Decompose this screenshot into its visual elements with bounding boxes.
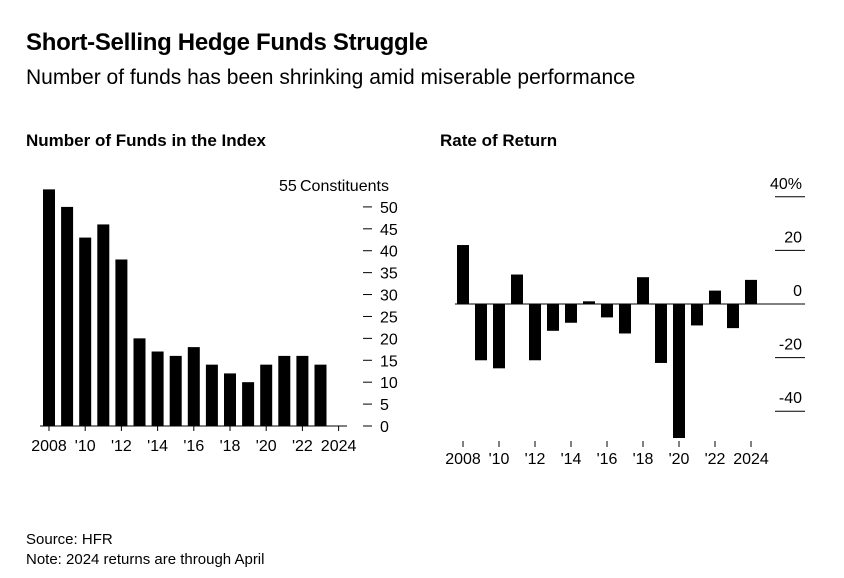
bar-2014 [565, 304, 577, 323]
bar-2014 [151, 351, 164, 426]
bar-2024 [745, 279, 757, 304]
x-tick-label: '10 [75, 438, 96, 455]
bar-2011 [97, 224, 110, 426]
x-tick-label: '14 [147, 438, 168, 455]
bar-2017 [619, 304, 631, 334]
bar-2009 [475, 304, 487, 361]
x-tick-label: '18 [220, 438, 241, 455]
left-panel-title: Number of Funds in the Index [26, 131, 266, 150]
bar-2008 [457, 245, 469, 304]
bar-2013 [133, 338, 146, 426]
x-tick-label: '20 [256, 438, 277, 455]
y-tick-label: 0 [793, 283, 802, 300]
y-tick-label: 40% [770, 176, 802, 193]
bar-2021 [691, 304, 703, 326]
x-tick-label: '22 [705, 451, 726, 468]
bar-2012 [115, 259, 128, 426]
bar-2015 [583, 301, 595, 304]
y-tick-label: 30 [380, 288, 398, 305]
x-tick-label: '20 [669, 451, 690, 468]
bar-2009 [61, 206, 74, 426]
bar-2008 [43, 189, 55, 426]
y-tick-label: 40 [380, 244, 398, 261]
y-unit-label: Constituents [300, 178, 389, 195]
bar-2012 [529, 304, 541, 361]
chart-subtitle: Number of funds has been shrinking amid … [26, 66, 636, 89]
bar-2016 [187, 347, 200, 426]
bar-2010 [79, 237, 92, 426]
x-tick-label: 2008 [31, 438, 67, 455]
bar-2011 [511, 274, 523, 304]
bar-2020 [260, 364, 273, 426]
x-tick-label: '10 [489, 451, 510, 468]
x-tick-label: '14 [561, 451, 582, 468]
bar-2017 [205, 364, 218, 426]
source-note: Source: HFR [26, 531, 113, 548]
bar-2019 [242, 382, 255, 426]
bar-2021 [278, 355, 291, 426]
y-tick-label: -40 [779, 390, 802, 407]
bar-2016 [601, 304, 613, 318]
bar-2020 [673, 304, 685, 438]
chart-title: Short-Selling Hedge Funds Struggle [26, 29, 428, 56]
y-tick-label: 25 [380, 309, 398, 326]
y-tick-label: 50 [380, 200, 398, 217]
bar-2023 [727, 304, 739, 329]
x-tick-label: 2024 [321, 438, 357, 455]
bar-2022 [296, 355, 309, 426]
y-tick-label: 20 [784, 229, 802, 246]
bar-2013 [547, 304, 559, 331]
y-tick-label: -20 [779, 337, 802, 354]
bar-2022 [709, 290, 721, 304]
x-tick-label: '18 [633, 451, 654, 468]
right-panel-title: Rate of Return [440, 131, 558, 150]
y-tick-label: 10 [380, 375, 398, 392]
x-tick-label: '12 [525, 451, 546, 468]
bar-2018 [224, 373, 236, 426]
y-tick-label: 5 [380, 397, 389, 414]
bar-2015 [169, 355, 182, 426]
y-tick-label: 45 [380, 222, 398, 239]
bar-2018 [637, 277, 649, 304]
x-tick-label: '22 [292, 438, 313, 455]
bar-2010 [493, 304, 505, 369]
bar-2019 [655, 304, 667, 363]
x-tick-label: 2024 [733, 451, 769, 468]
y-tick-label: 15 [380, 353, 398, 370]
y-tick-label: 35 [380, 266, 398, 283]
y-tick-label: 0 [380, 419, 389, 436]
y-tick-label: 55 [279, 178, 297, 195]
x-tick-label: '16 [597, 451, 618, 468]
x-tick-label: 2008 [445, 451, 481, 468]
y-tick-label: 20 [380, 331, 398, 348]
bar-2023 [314, 364, 327, 426]
x-tick-label: '12 [111, 438, 132, 455]
x-tick-label: '16 [183, 438, 204, 455]
footnote: Note: 2024 returns are through April [26, 551, 265, 568]
